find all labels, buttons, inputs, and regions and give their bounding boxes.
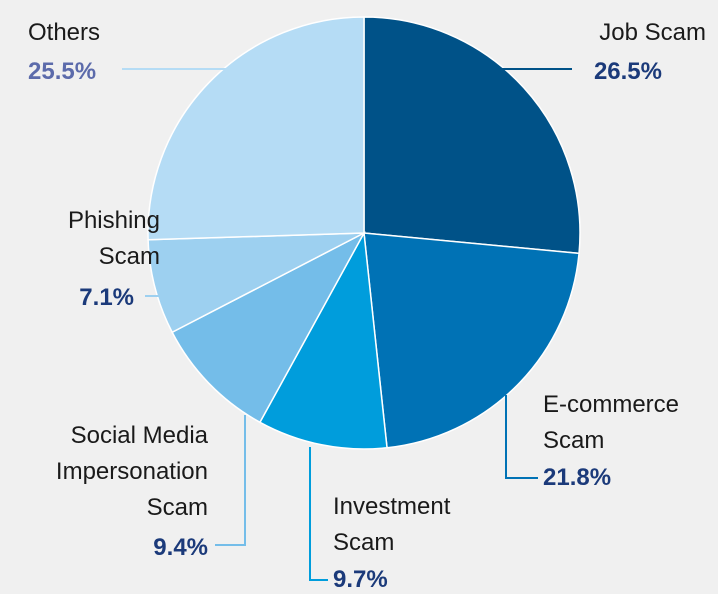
value-label: 25.5% <box>28 58 97 85</box>
value-label: 7.1% <box>79 284 134 311</box>
slice-label: Others <box>28 19 101 46</box>
pie-slice <box>363 16 581 255</box>
slice-label: Job Scam <box>599 19 706 46</box>
leader-line <box>505 395 538 479</box>
leader-line <box>309 447 328 581</box>
slice-label: Social Media Impersonation Scam <box>55 422 208 521</box>
pie-slice <box>258 230 388 450</box>
value-label: 21.8% <box>543 464 612 491</box>
value-label: 9.4% <box>153 534 208 561</box>
value-label: 26.5% <box>593 58 662 85</box>
slice-label: Investment Scam <box>333 493 451 556</box>
pie-slice <box>363 232 580 449</box>
leader-line <box>215 415 246 546</box>
value-label: 9.7% <box>333 566 388 593</box>
pie-slice <box>147 16 365 241</box>
slice-label: Phishing Scam <box>67 207 160 270</box>
pie-slice <box>171 231 366 424</box>
slice-label: E-commerce Scam <box>543 391 680 454</box>
